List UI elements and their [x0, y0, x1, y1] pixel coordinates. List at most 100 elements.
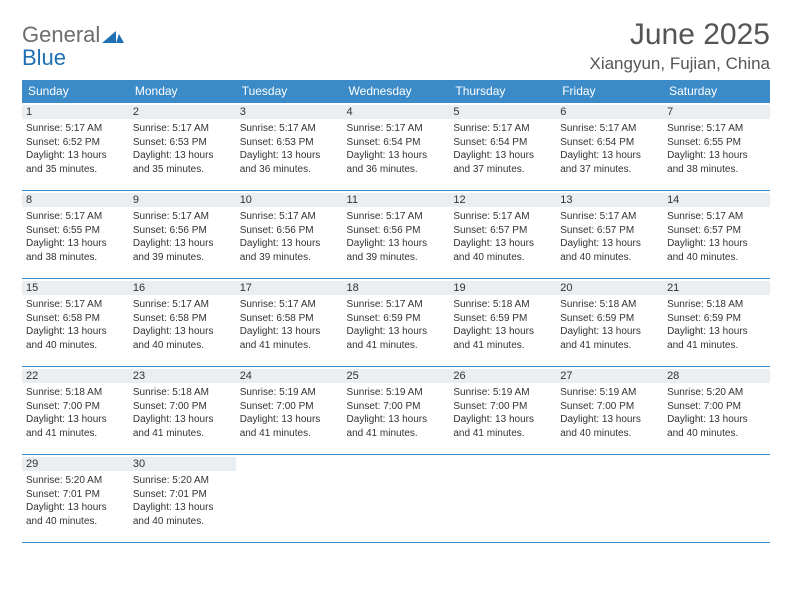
day-details: Sunrise: 5:18 AMSunset: 6:59 PMDaylight:… — [560, 298, 659, 352]
calendar-cell: 5 Sunrise: 5:17 AMSunset: 6:54 PMDaylight… — [449, 103, 556, 191]
day-details: Sunrise: 5:17 AMSunset: 6:55 PMDaylight:… — [26, 210, 125, 264]
day-details: Sunrise: 5:17 AMSunset: 6:55 PMDaylight:… — [667, 122, 766, 176]
calendar-cell: 4 Sunrise: 5:17 AMSunset: 6:54 PMDaylight… — [343, 103, 450, 191]
calendar-cell: 26 Sunrise: 5:19 AMSunset: 7:00 PMDayligh… — [449, 367, 556, 455]
day-details: Sunrise: 5:17 AMSunset: 6:54 PMDaylight:… — [453, 122, 552, 176]
day-number: 20 — [556, 281, 663, 295]
day-number: 25 — [343, 369, 450, 383]
weekday-header: Sunday — [22, 80, 129, 103]
day-number: 1 — [22, 105, 129, 119]
calendar-body: 1 Sunrise: 5:17 AMSunset: 6:52 PMDaylight… — [22, 103, 770, 543]
calendar-cell: 6Sunrise: 5:17 AMSunset: 6:54 PMDaylight… — [556, 103, 663, 191]
day-details: Sunrise: 5:20 AMSunset: 7:00 PMDaylight:… — [667, 386, 766, 440]
day-details: Sunrise: 5:17 AMSunset: 6:57 PMDaylight:… — [667, 210, 766, 264]
month-title: June 2025 — [589, 18, 770, 52]
calendar-cell: 3Sunrise: 5:17 AMSunset: 6:53 PMDaylight… — [236, 103, 343, 191]
calendar-row: 29 Sunrise: 5:20 AMSunset: 7:01 PMDayligh… — [22, 455, 770, 543]
day-number: 18 — [343, 281, 450, 295]
day-details: Sunrise: 5:17 AMSunset: 6:57 PMDaylight:… — [560, 210, 659, 264]
day-details: Sunrise: 5:17 AMSunset: 6:52 PMDaylight:… — [26, 122, 125, 176]
calendar-row: 15Sunrise: 5:17 AMSunset: 6:58 PMDayligh… — [22, 279, 770, 367]
day-number: 29 — [22, 457, 129, 471]
day-number: 27 — [556, 369, 663, 383]
day-number: 4 — [343, 105, 450, 119]
day-number: 26 — [449, 369, 556, 383]
calendar-row: 22 Sunrise: 5:18 AMSunset: 7:00 PMDayligh… — [22, 367, 770, 455]
calendar-cell: 30 Sunrise: 5:20 AMSunset: 7:01 PMDayligh… — [129, 455, 236, 543]
calendar-row: 1 Sunrise: 5:17 AMSunset: 6:52 PMDaylight… — [22, 103, 770, 191]
day-number: 28 — [663, 369, 770, 383]
day-number: 6 — [556, 105, 663, 119]
day-details: Sunrise: 5:17 AMSunset: 6:56 PMDaylight:… — [240, 210, 339, 264]
day-number: 17 — [236, 281, 343, 295]
day-number: 23 — [129, 369, 236, 383]
day-number: 19 — [449, 281, 556, 295]
day-number: 5 — [449, 105, 556, 119]
day-number: 13 — [556, 193, 663, 207]
weekday-header-row: SundayMondayTuesdayWednesdayThursdayFrid… — [22, 80, 770, 103]
calendar-cell-empty — [556, 455, 663, 543]
weekday-header: Friday — [556, 80, 663, 103]
day-number: 10 — [236, 193, 343, 207]
calendar-row: 8 Sunrise: 5:17 AMSunset: 6:55 PMDaylight… — [22, 191, 770, 279]
day-details: Sunrise: 5:20 AMSunset: 7:01 PMDaylight:… — [133, 474, 232, 528]
day-details: Sunrise: 5:18 AMSunset: 6:59 PMDaylight:… — [667, 298, 766, 352]
day-number: 14 — [663, 193, 770, 207]
calendar-cell: 13 Sunrise: 5:17 AMSunset: 6:57 PMDayligh… — [556, 191, 663, 279]
logo: General Blue — [22, 24, 124, 69]
day-number: 11 — [343, 193, 450, 207]
day-number: 2 — [129, 105, 236, 119]
day-number: 12 — [449, 193, 556, 207]
calendar-cell: 20 Sunrise: 5:18 AMSunset: 6:59 PMDayligh… — [556, 279, 663, 367]
calendar-cell: 2 Sunrise: 5:17 AMSunset: 6:53 PMDaylight… — [129, 103, 236, 191]
day-details: Sunrise: 5:17 AMSunset: 6:57 PMDaylight:… — [453, 210, 552, 264]
day-details: Sunrise: 5:17 AMSunset: 6:58 PMDaylight:… — [240, 298, 339, 352]
logo-word-general: General — [22, 22, 100, 47]
day-details: Sunrise: 5:17 AMSunset: 6:53 PMDaylight:… — [240, 122, 339, 176]
page: General Blue June 2025 Xiangyun, Fujian,… — [0, 0, 792, 543]
day-details: Sunrise: 5:17 AMSunset: 6:59 PMDaylight:… — [347, 298, 446, 352]
calendar-cell-empty — [449, 455, 556, 543]
weekday-header: Tuesday — [236, 80, 343, 103]
location: Xiangyun, Fujian, China — [589, 54, 770, 74]
day-number: 21 — [663, 281, 770, 295]
calendar-cell: 17 Sunrise: 5:17 AMSunset: 6:58 PMDayligh… — [236, 279, 343, 367]
day-details: Sunrise: 5:18 AMSunset: 6:59 PMDaylight:… — [453, 298, 552, 352]
day-details: Sunrise: 5:17 AMSunset: 6:54 PMDaylight:… — [347, 122, 446, 176]
calendar-cell: 22 Sunrise: 5:18 AMSunset: 7:00 PMDayligh… — [22, 367, 129, 455]
logo-word-blue: Blue — [22, 45, 66, 70]
calendar-cell-empty — [236, 455, 343, 543]
calendar-cell: 1 Sunrise: 5:17 AMSunset: 6:52 PMDaylight… — [22, 103, 129, 191]
day-number: 24 — [236, 369, 343, 383]
calendar-cell: 12 Sunrise: 5:17 AMSunset: 6:57 PMDayligh… — [449, 191, 556, 279]
day-details: Sunrise: 5:17 AMSunset: 6:53 PMDaylight:… — [133, 122, 232, 176]
header: General Blue June 2025 Xiangyun, Fujian,… — [22, 18, 770, 74]
calendar-cell: 16Sunrise: 5:17 AMSunset: 6:58 PMDayligh… — [129, 279, 236, 367]
calendar-cell-empty — [663, 455, 770, 543]
day-details: Sunrise: 5:18 AMSunset: 7:00 PMDaylight:… — [26, 386, 125, 440]
calendar-cell: 8 Sunrise: 5:17 AMSunset: 6:55 PMDaylight… — [22, 191, 129, 279]
calendar-cell: 15Sunrise: 5:17 AMSunset: 6:58 PMDayligh… — [22, 279, 129, 367]
day-details: Sunrise: 5:19 AMSunset: 7:00 PMDaylight:… — [453, 386, 552, 440]
calendar-cell: 19 Sunrise: 5:18 AMSunset: 6:59 PMDayligh… — [449, 279, 556, 367]
calendar-cell: 25Sunrise: 5:19 AMSunset: 7:00 PMDayligh… — [343, 367, 450, 455]
weekday-header: Wednesday — [343, 80, 450, 103]
day-number: 22 — [22, 369, 129, 383]
calendar-cell: 24Sunrise: 5:19 AMSunset: 7:00 PMDayligh… — [236, 367, 343, 455]
calendar-cell-empty — [343, 455, 450, 543]
weekday-header: Saturday — [663, 80, 770, 103]
calendar-cell: 23 Sunrise: 5:18 AMSunset: 7:00 PMDayligh… — [129, 367, 236, 455]
calendar-cell: 11 Sunrise: 5:17 AMSunset: 6:56 PMDayligh… — [343, 191, 450, 279]
day-number: 9 — [129, 193, 236, 207]
day-details: Sunrise: 5:17 AMSunset: 6:56 PMDaylight:… — [347, 210, 446, 264]
day-details: Sunrise: 5:17 AMSunset: 6:56 PMDaylight:… — [133, 210, 232, 264]
weekday-header: Thursday — [449, 80, 556, 103]
day-details: Sunrise: 5:20 AMSunset: 7:01 PMDaylight:… — [26, 474, 125, 528]
day-number: 8 — [22, 193, 129, 207]
day-number: 30 — [129, 457, 236, 471]
title-block: June 2025 Xiangyun, Fujian, China — [589, 18, 770, 74]
logo-text: General Blue — [22, 24, 124, 69]
logo-mark-icon — [102, 25, 124, 47]
day-details: Sunrise: 5:18 AMSunset: 7:00 PMDaylight:… — [133, 386, 232, 440]
calendar-cell: 18 Sunrise: 5:17 AMSunset: 6:59 PMDayligh… — [343, 279, 450, 367]
